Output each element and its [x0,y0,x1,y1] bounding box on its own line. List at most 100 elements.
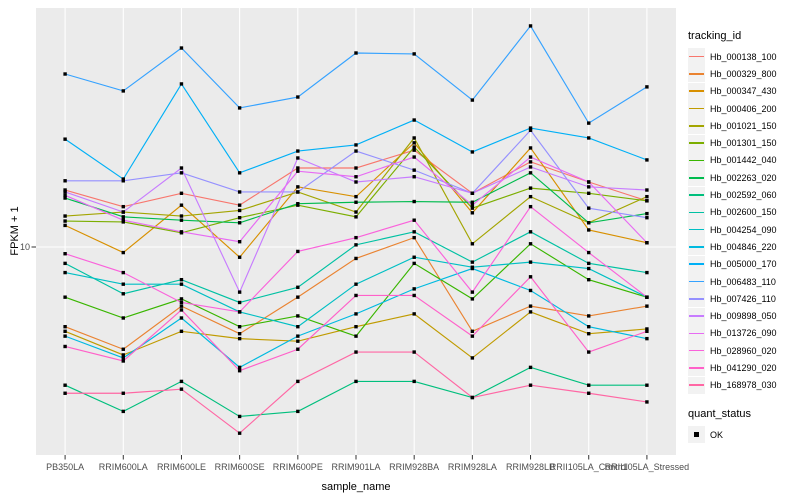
data-point [237,336,242,341]
data-point [121,220,125,224]
data-point [470,200,475,204]
data-point [470,334,475,338]
data-point [237,240,242,244]
data-point [121,250,125,255]
legend-label: Hb_000347_430 [710,86,777,97]
data-point [587,228,591,232]
data-point [412,199,416,204]
data-point [587,185,591,189]
quant-status-legend: quant_status OK [688,408,798,444]
data-point [354,350,358,354]
legend-entry-Hb_001021_150: Hb_001021_150 [688,117,798,135]
legend-label: Hb_001301_150 [710,138,777,149]
data-point [121,218,125,222]
data-point [63,214,67,218]
data-point [470,266,475,271]
data-point [354,194,358,199]
data-point [470,356,475,360]
data-point [645,383,649,387]
legend-key-line-icon [688,359,705,377]
data-point [237,190,242,194]
data-point [296,190,300,194]
data-point [645,241,649,245]
data-point [121,356,125,360]
data-point [237,310,242,314]
data-point [237,300,242,305]
data-point [179,304,184,308]
data-point [296,285,300,289]
data-point [354,256,358,261]
data-point [121,204,125,209]
data-point [237,221,242,225]
data-point [63,270,67,275]
data-point [470,98,475,102]
legend-entry-Hb_000329_800: Hb_000329_800 [688,65,798,83]
data-point [63,179,67,183]
data-point [296,249,300,254]
legend-label: Hb_001442_040 [710,155,777,166]
y-axis-title: FPKM + 1 [9,206,21,256]
data-point [412,155,416,159]
data-point [412,168,416,172]
data-point [296,339,300,343]
data-point [528,304,533,308]
data-point [354,243,358,247]
data-point [528,288,533,293]
data-point [121,347,125,351]
data-point [412,235,416,240]
data-point [412,287,416,291]
data-point [296,334,300,338]
data-point [412,293,416,298]
data-point [412,145,416,149]
data-point [645,336,649,341]
data-point [121,210,125,214]
data-point [237,369,242,373]
data-point [412,118,416,122]
data-point [179,379,184,384]
data-point [528,275,533,279]
data-point [645,194,649,199]
x-tick-label-RRIM928BA: RRIM928BA [389,462,440,472]
data-point [470,211,475,215]
x-tick-label-RRII105LA_Stressed: RRII105LA_Stressed [604,462,690,472]
x-tick-label-RRIM901LA: RRIM901LA [331,462,381,472]
x-tick-label-RRIM600LE: RRIM600LE [156,462,206,472]
data-point [470,395,475,400]
data-point-markers [63,24,649,435]
data-point [412,218,416,222]
data-point [121,353,125,357]
legend-title-tracking-id: tracking_id [688,30,742,42]
data-point [179,203,184,207]
x-tick-label-PB350LA: PB350LA [46,462,85,472]
legend-key-line-icon [688,203,705,221]
data-point [179,308,184,312]
data-point [528,365,533,370]
legend-entry-Hb_002263_020: Hb_002263_020 [688,169,798,187]
data-point [645,188,649,192]
data-point [121,409,125,414]
legend-entry-Hb_005000_170: Hb_005000_170 [688,255,798,273]
data-point [296,347,300,351]
legend-label: Hb_002600_150 [710,207,777,218]
data-point [354,51,358,55]
data-point [587,324,591,329]
legend-entry-Hb_013726_090: Hb_013726_090 [688,324,798,342]
legend-key-line-icon [688,65,705,83]
legend-label: Hb_000329_800 [710,68,777,79]
data-point [63,261,67,266]
data-point [296,379,300,384]
data-point [121,282,125,286]
data-point [63,72,67,76]
data-point [354,175,358,179]
x-tick-label-RRIM928LA: RRIM928LA [447,462,497,472]
legend-key-line-icon [688,342,705,360]
legend-key-line-icon [688,169,705,187]
legend-key-line-icon [688,221,705,239]
data-point [645,329,649,334]
data-point [179,230,184,234]
legend-entry-Hb_002592_060: Hb_002592_060 [688,186,798,204]
x-tick-label-RRIM600PE: RRIM600PE [272,462,323,472]
data-point [63,383,67,387]
data-point [470,297,475,301]
data-point [587,206,591,210]
